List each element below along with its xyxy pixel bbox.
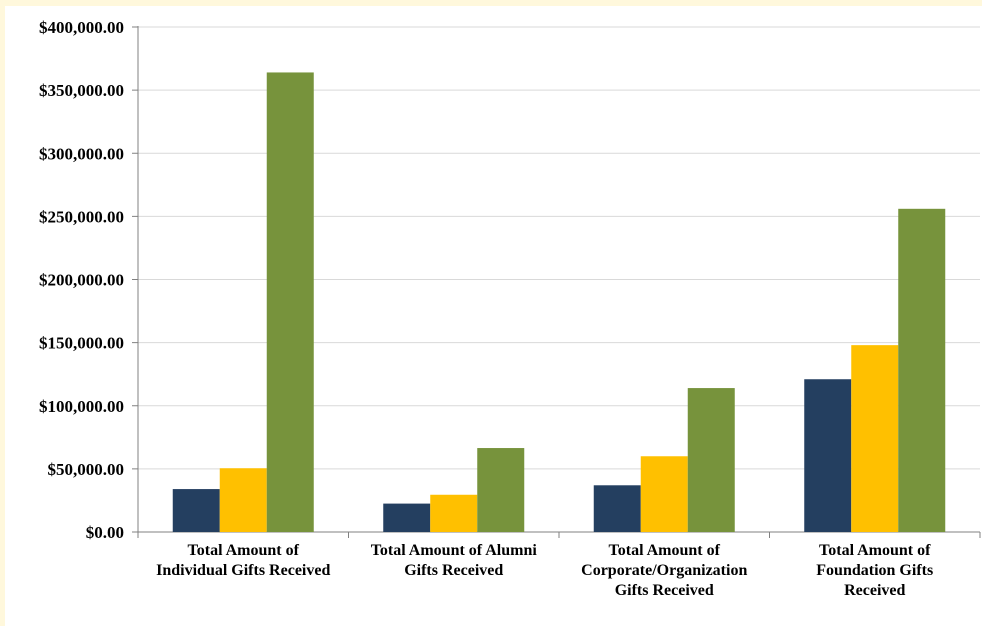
y-tick-label: $150,000.00 (39, 334, 124, 353)
bar (640, 456, 688, 532)
bar (804, 379, 852, 532)
chart-area: $0.00 $50,000.00 $100,000.00 $150,000.00 $20… (5, 6, 982, 626)
x-category-label: Individual Gifts Received (156, 562, 330, 579)
x-category-label: Total Amount of (819, 542, 931, 559)
y-tick-label: $250,000.00 (39, 207, 124, 226)
y-tick-label: $200,000.00 (39, 271, 124, 290)
x-category-label: Foundation Gifts (816, 562, 933, 579)
y-tick-label: $0.00 (86, 523, 124, 542)
y-tick-label: $300,000.00 (39, 144, 124, 163)
bar (593, 485, 641, 532)
x-category-label: Gifts Received (404, 562, 503, 579)
bar (851, 345, 899, 532)
bar (477, 448, 525, 532)
y-tick-label: $50,000.00 (48, 460, 125, 479)
bar (383, 503, 431, 532)
y-tick-label: $100,000.00 (39, 397, 124, 416)
x-category-label: Total Amount of (609, 542, 721, 559)
bar (172, 489, 220, 532)
bar (898, 208, 946, 533)
bar (266, 72, 314, 532)
bar (687, 388, 735, 532)
x-category-label: Corporate/Organization (581, 562, 747, 579)
x-category-label: Total Amount of (188, 542, 300, 559)
y-tick-label: $350,000.00 (39, 81, 124, 100)
bar (219, 468, 267, 532)
bar-chart: $0.00 $50,000.00 $100,000.00 $150,000.00 $20… (39, 18, 981, 599)
x-category-label: Gifts Received (615, 582, 714, 599)
bar (430, 494, 478, 532)
x-category-label: Received (844, 582, 905, 599)
x-category-label: Total Amount of Alumni (371, 542, 538, 559)
y-tick-label: $400,000.00 (39, 18, 124, 37)
